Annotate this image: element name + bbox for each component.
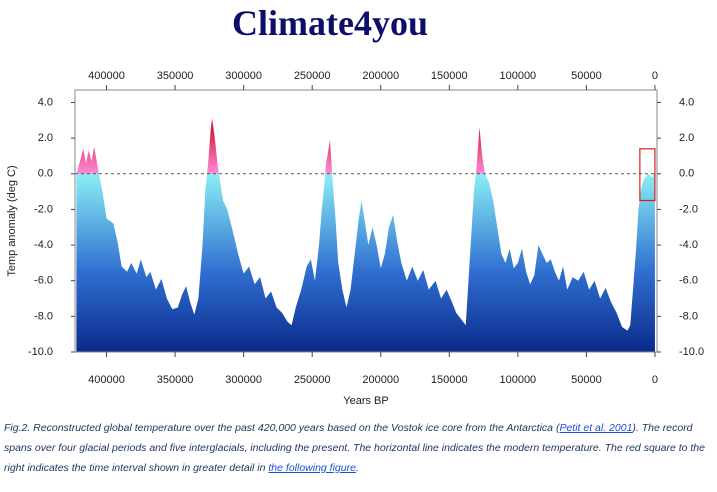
y-axis-label: Temp anomaly (deg C) bbox=[6, 165, 18, 276]
y-tick-label: -4.0 bbox=[679, 239, 698, 251]
x-tick-label: 50000 bbox=[571, 374, 602, 386]
x-tick-label: 250000 bbox=[294, 374, 331, 386]
y-tick-label: -2.0 bbox=[34, 203, 53, 215]
x-tick-label: 0 bbox=[652, 374, 658, 386]
y-tick-label: 4.0 bbox=[38, 96, 53, 108]
x-tick-label: 200000 bbox=[362, 374, 399, 386]
x-tick-label: 350000 bbox=[157, 70, 194, 82]
x-tick-label: 150000 bbox=[431, 70, 468, 82]
y-tick-label: -6.0 bbox=[679, 275, 698, 287]
y-tick-label: 2.0 bbox=[38, 132, 53, 144]
x-tick-label: 100000 bbox=[499, 374, 536, 386]
x-tick-label: 400000 bbox=[88, 70, 125, 82]
temperature-area bbox=[76, 118, 655, 353]
y-tick-label: -8.0 bbox=[679, 310, 698, 322]
highlight-box bbox=[639, 148, 656, 202]
y-tick-label: -10.0 bbox=[28, 346, 53, 358]
y-tick-label: 2.0 bbox=[679, 132, 694, 144]
site-header: Climate4you bbox=[232, 3, 428, 43]
caption-link[interactable]: Petit et al. 2001 bbox=[559, 422, 633, 434]
x-tick-label: 400000 bbox=[88, 374, 125, 386]
caption: Fig.2. Reconstructed global temperature … bbox=[4, 418, 712, 478]
x-tick-label: 200000 bbox=[362, 70, 399, 82]
x-tick-label: 250000 bbox=[294, 70, 331, 82]
plot-frame bbox=[74, 89, 658, 353]
y-tick-label: -2.0 bbox=[679, 203, 698, 215]
x-tick-label: 300000 bbox=[225, 374, 262, 386]
x-tick-label: 100000 bbox=[499, 70, 536, 82]
y-tick-label: -6.0 bbox=[34, 275, 53, 287]
y-tick-label: -10.0 bbox=[679, 346, 704, 358]
y-tick-label: 0.0 bbox=[38, 168, 53, 180]
x-tick-label: 300000 bbox=[225, 70, 262, 82]
x-tick-label: 50000 bbox=[571, 70, 602, 82]
caption-link[interactable]: the following figure bbox=[268, 462, 356, 474]
y-tick-label: -8.0 bbox=[34, 310, 53, 322]
y-tick-label: 0.0 bbox=[679, 168, 694, 180]
caption-text: Fig.2. Reconstructed global temperature … bbox=[4, 422, 560, 434]
x-tick-label: 350000 bbox=[157, 374, 194, 386]
caption-text: ). The record spans over four glacial pe… bbox=[4, 422, 705, 474]
y-tick-label: 4.0 bbox=[679, 96, 694, 108]
x-tick-label: 0 bbox=[652, 70, 658, 82]
x-axis-label: Years BP bbox=[343, 395, 388, 407]
caption-text: . bbox=[355, 462, 359, 474]
x-tick-label: 150000 bbox=[431, 374, 468, 386]
chart: Temp anomaly (deg C) Years BP 4.0 4.0 2.0 2… bbox=[6, 70, 704, 407]
y-tick-label: -4.0 bbox=[34, 239, 53, 251]
